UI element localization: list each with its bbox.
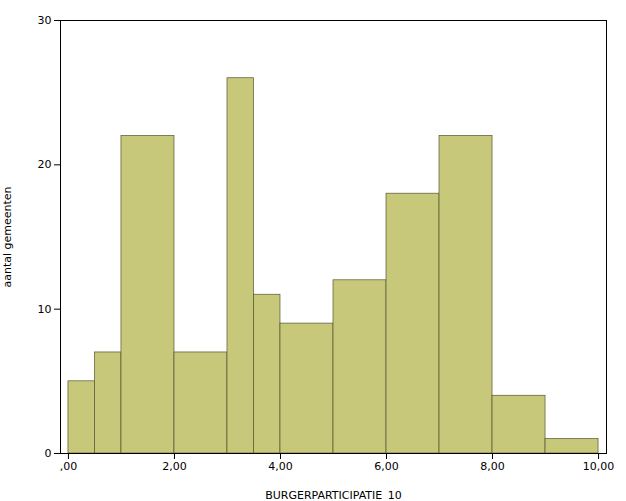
svg-text:10: 10 — [38, 303, 52, 316]
svg-text:20: 20 — [38, 158, 52, 171]
svg-text:BURGERPARTICIPATIE_10: BURGERPARTICIPATIE_10 — [265, 489, 402, 501]
svg-text:10,00: 10,00 — [583, 460, 615, 473]
svg-text:4,00: 4,00 — [268, 460, 293, 473]
svg-text:aantal gemeenten: aantal gemeenten — [1, 186, 14, 287]
svg-text:0: 0 — [45, 447, 52, 460]
svg-text:2,00: 2,00 — [162, 460, 187, 473]
svg-text:30: 30 — [38, 14, 52, 27]
svg-text:,00: ,00 — [60, 460, 78, 473]
svg-text:8,00: 8,00 — [480, 460, 505, 473]
svg-text:6,00: 6,00 — [374, 460, 399, 473]
